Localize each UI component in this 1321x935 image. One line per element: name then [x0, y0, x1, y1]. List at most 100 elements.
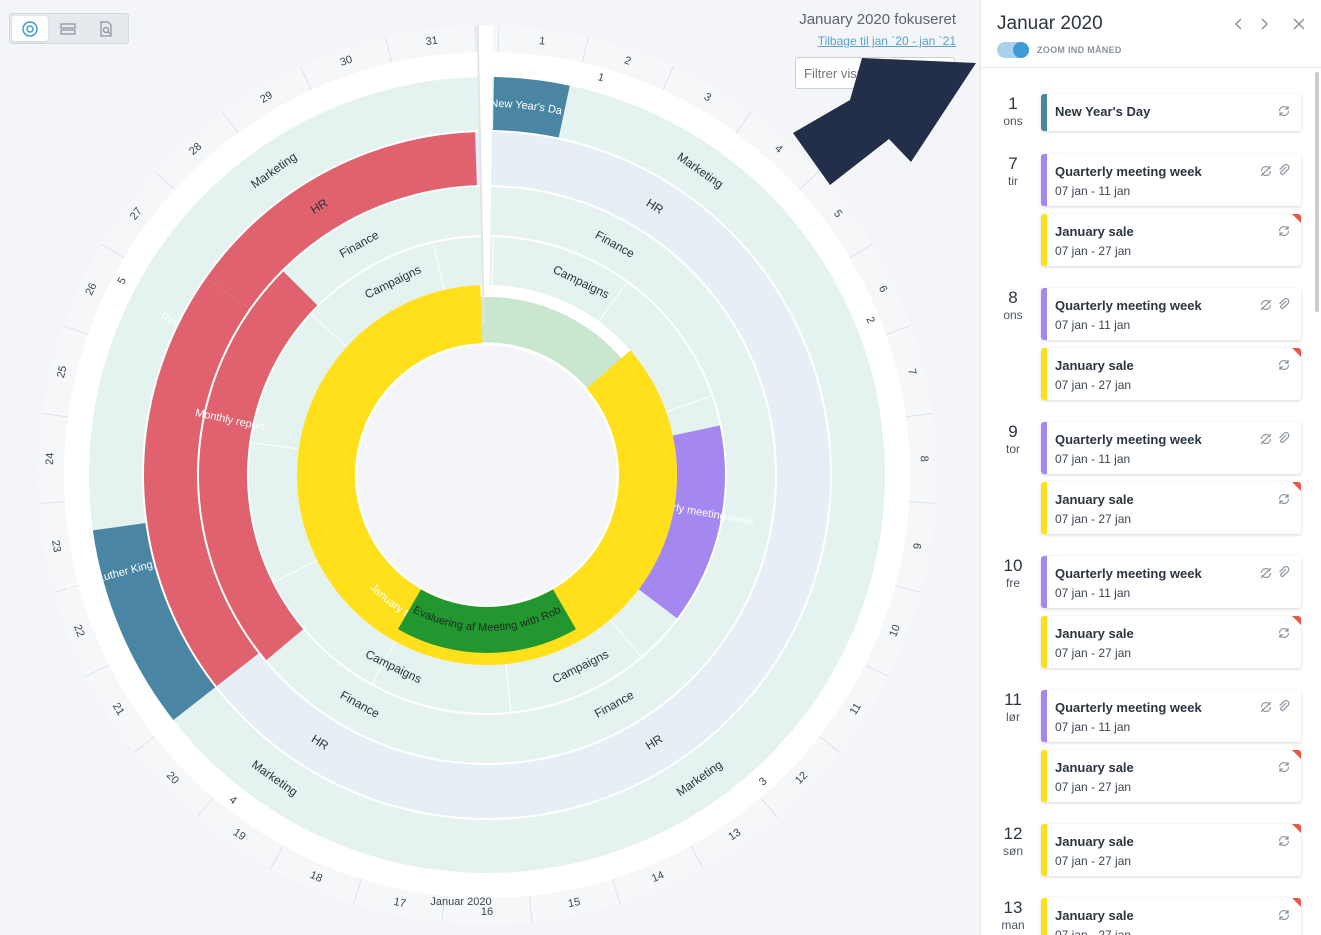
- day-number-label: 7: [905, 367, 918, 376]
- day-tick: [612, 878, 621, 904]
- event-card[interactable]: January sale 07 jan - 27 jan: [1041, 750, 1301, 802]
- day-number-label: 3: [702, 91, 713, 104]
- event-icons: [1277, 908, 1291, 922]
- day-tick: [735, 111, 752, 134]
- event-card[interactable]: January sale 07 jan - 27 jan: [1041, 824, 1301, 876]
- day-number: 9: [1008, 422, 1018, 441]
- event-color-bar: [1041, 482, 1047, 534]
- event-title: January sale: [1055, 358, 1134, 373]
- event-title: Quarterly meeting week: [1055, 566, 1202, 581]
- event-recruitment-efforts[interactable]: [206, 132, 477, 309]
- day-tick: [385, 37, 393, 63]
- event-card[interactable]: New Year's Day: [1041, 94, 1301, 131]
- event-quarterly-meeting-week[interactable]: [638, 425, 726, 619]
- sync-disabled-icon: [1260, 299, 1272, 311]
- event-evaluering-meeting-rob[interactable]: [398, 589, 576, 653]
- day-number: 13: [1003, 898, 1023, 917]
- day-number: 10: [1003, 556, 1023, 575]
- event-card[interactable]: Quarterly meeting week 07 jan - 11 jan: [1041, 288, 1301, 340]
- document-search-icon: [100, 20, 112, 37]
- day-number-label: 8: [918, 455, 930, 462]
- event-title: January sale: [1055, 760, 1134, 775]
- event-title: Quarterly meeting week: [1055, 700, 1202, 715]
- event-icons: [1259, 298, 1291, 312]
- arrow-annotation-icon: [793, 58, 976, 185]
- day-tick: [63, 325, 89, 335]
- paperclip-icon: [1279, 566, 1290, 578]
- weekday-name: ons: [1003, 114, 1023, 128]
- ring-divider: [666, 395, 712, 413]
- close-panel-button[interactable]: [1289, 14, 1309, 34]
- annual-wheel[interactable]: 1234567891011121314151617181920212223242…: [0, 0, 980, 935]
- previous-month-button[interactable]: [1229, 14, 1249, 34]
- event-icons: [1277, 834, 1291, 848]
- event-title: Quarterly meeting week: [1055, 298, 1202, 313]
- event-card[interactable]: Quarterly meeting week 07 jan - 11 jan: [1041, 556, 1301, 608]
- day-tick: [133, 736, 155, 753]
- day-tick: [819, 736, 841, 753]
- ring-divider: [609, 619, 642, 657]
- circle-view-button[interactable]: [12, 16, 48, 41]
- event-title: January sale: [1055, 492, 1134, 507]
- event-flag-corner: [1292, 348, 1301, 357]
- day-tick: [300, 66, 312, 91]
- event-card[interactable]: January sale 07 jan - 27 jan: [1041, 214, 1301, 266]
- day-number: 11: [1004, 690, 1022, 709]
- event-card[interactable]: Quarterly meeting week 07 jan - 11 jan: [1041, 690, 1301, 742]
- event-color-bar: [1041, 556, 1047, 608]
- day-number-label: 25: [55, 365, 70, 380]
- list-view-button[interactable]: [50, 16, 86, 41]
- event-card[interactable]: January sale 07 jan - 27 jan: [1041, 898, 1301, 935]
- weekday-name: ons: [1003, 308, 1023, 322]
- ring-divider: [432, 243, 445, 290]
- event-dates: 07 jan - 27 jan: [1055, 928, 1132, 935]
- annual-wheel-area: 1 2 3 4 5 6 7 8 9 10 11 12 13 14 15 16 17 18 19 20 21 22 23 24 2…: [0, 0, 980, 935]
- event-dates: 07 jan - 11 jan: [1055, 720, 1131, 734]
- event-dates: 07 jan - 27 jan: [1055, 646, 1132, 660]
- zoom-month-label: ZOOM IND MÅNED: [1037, 45, 1122, 55]
- day-tick: [864, 664, 889, 677]
- rows-icon: [60, 22, 76, 35]
- event-card[interactable]: Quarterly meeting week 07 jan - 11 jan: [1041, 422, 1301, 474]
- event-title: January sale: [1055, 834, 1134, 849]
- day-tick: [155, 171, 176, 190]
- event-card[interactable]: Quarterly meeting week 07 jan - 11 jan: [1041, 154, 1301, 206]
- weekday-name: man: [1001, 918, 1025, 932]
- day-tick: [690, 845, 704, 869]
- event-icons: [1277, 760, 1291, 774]
- event-flag-corner: [1292, 824, 1301, 833]
- week-number-label: 5: [116, 276, 129, 287]
- event-color-bar: [1041, 288, 1047, 340]
- sync-disabled-icon: [1260, 701, 1272, 713]
- event-mlk-day[interactable]: [92, 523, 216, 721]
- day-number-label: 22: [71, 623, 87, 639]
- back-link[interactable]: Tilbage til jan `20 - jan `21: [817, 34, 956, 48]
- document-view-button[interactable]: [88, 16, 124, 41]
- event-icons: [1277, 626, 1291, 640]
- next-month-button[interactable]: [1254, 14, 1274, 34]
- event-new-years-day[interactable]: [493, 77, 570, 138]
- weekday-name: tir: [1008, 174, 1018, 188]
- chevron-left-icon: [1234, 18, 1242, 30]
- day-tick: [101, 243, 125, 259]
- event-flag-corner: [1292, 750, 1301, 759]
- panel-scrollbar[interactable]: [1315, 72, 1319, 312]
- day-number: 8: [1008, 288, 1018, 307]
- ring-divider: [274, 559, 318, 583]
- day-number-label: 6: [876, 284, 889, 295]
- event-card[interactable]: January sale 07 jan - 27 jan: [1041, 348, 1301, 400]
- event-monthly-report[interactable]: [199, 271, 318, 661]
- event-color-bar: [1041, 690, 1047, 742]
- ring-divider: [505, 663, 512, 712]
- zoom-month-toggle[interactable]: [997, 42, 1029, 58]
- event-january-sale[interactable]: [297, 285, 678, 665]
- event-recruitment-efforts-tail[interactable]: [144, 278, 259, 687]
- event-card[interactable]: January sale 07 jan - 27 jan: [1041, 616, 1301, 668]
- event-title: Quarterly meeting week: [1055, 432, 1202, 447]
- panel-header: Januar 2020 ZOOM IND MÅNED: [981, 0, 1321, 68]
- week-number-label: 2: [863, 315, 876, 325]
- day-tick: [528, 895, 533, 922]
- chevron-right-icon: [1261, 18, 1269, 30]
- day-number-label: 9: [912, 542, 925, 550]
- event-card[interactable]: January sale 07 jan - 27 jan: [1041, 482, 1301, 534]
